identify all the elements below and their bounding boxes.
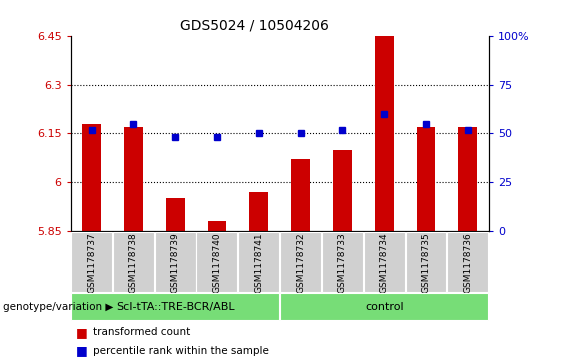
Bar [280,293,488,320]
Text: GSM1178732: GSM1178732 [296,232,305,293]
Text: GSM1178738: GSM1178738 [129,232,138,293]
Text: GSM1178739: GSM1178739 [171,232,180,293]
Bar [375,36,394,231]
Bar [166,198,185,231]
Text: ■: ■ [76,344,88,358]
Text: genotype/variation ▶: genotype/variation ▶ [3,302,113,312]
Text: control: control [365,302,403,311]
Bar [333,150,352,231]
Bar [458,127,477,231]
Bar [447,232,488,292]
Text: percentile rank within the sample: percentile rank within the sample [93,346,269,356]
Bar [113,232,154,292]
Text: GSM1178737: GSM1178737 [87,232,96,293]
Bar [406,232,446,292]
Bar [82,124,101,231]
Text: GSM1178735: GSM1178735 [421,232,431,293]
Bar [280,232,321,292]
Bar [71,232,112,292]
Text: GSM1178741: GSM1178741 [254,232,263,293]
Text: GSM1178734: GSM1178734 [380,232,389,293]
Bar [207,221,227,231]
Bar [197,232,237,292]
Text: ■: ■ [76,326,88,339]
Bar [364,232,405,292]
Bar [155,232,195,292]
Bar [416,127,436,231]
Bar [71,293,279,320]
Text: GSM1178740: GSM1178740 [212,232,221,293]
Bar [238,232,279,292]
Title: GDS5024 / 10504206: GDS5024 / 10504206 [180,19,329,32]
Text: transformed count: transformed count [93,327,190,337]
Bar [322,232,363,292]
Bar [249,192,268,231]
Text: GSM1178736: GSM1178736 [463,232,472,293]
Text: ScI-tTA::TRE-BCR/ABL: ScI-tTA::TRE-BCR/ABL [116,302,234,311]
Bar [291,159,310,231]
Text: GSM1178733: GSM1178733 [338,232,347,293]
Bar [124,127,143,231]
